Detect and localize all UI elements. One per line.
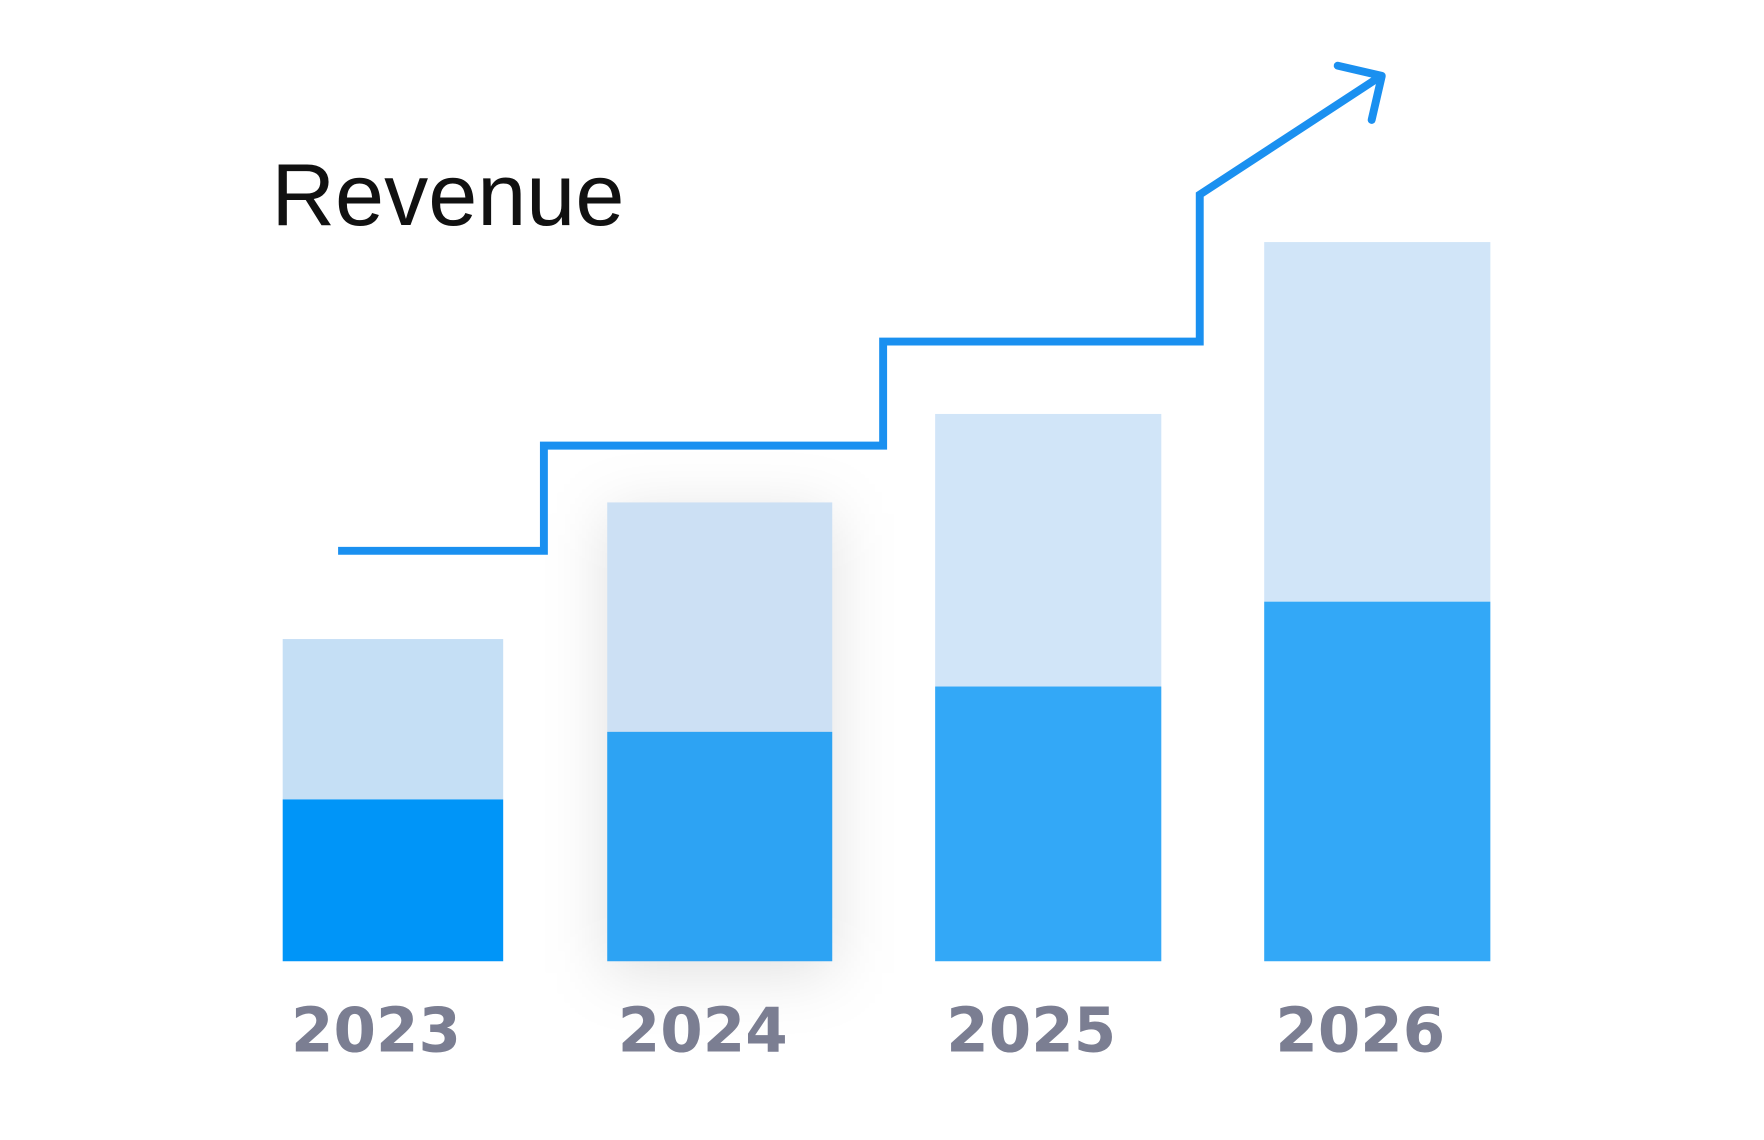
bar-top-2026 [1264, 242, 1491, 602]
chart-title: Revenue [271, 145, 624, 244]
bar-top-2024 [607, 502, 833, 732]
bar-bottom-2025 [935, 686, 1162, 962]
x-tick-label: 2023 [291, 996, 461, 1067]
trend-line [338, 73, 1382, 555]
bars [282, 242, 1491, 962]
x-axis-labels: 2023 2024 2025 2026 [291, 996, 1445, 1067]
trend-arrowhead-icon [1333, 61, 1386, 124]
bar-top-2025 [935, 413, 1162, 687]
bar-top-2023 [282, 639, 504, 800]
bar-bottom-2024 [607, 731, 833, 962]
x-tick-label: 2026 [1275, 996, 1445, 1067]
bar-bottom-2026 [1264, 601, 1491, 962]
bar-bottom-2023 [282, 799, 504, 962]
x-tick-label: 2024 [618, 996, 788, 1067]
x-tick-label: 2025 [946, 996, 1116, 1067]
